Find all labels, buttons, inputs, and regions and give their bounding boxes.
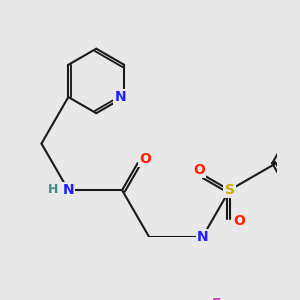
Text: S: S xyxy=(224,183,235,197)
Text: N: N xyxy=(62,183,74,197)
Text: O: O xyxy=(193,163,205,177)
Text: N: N xyxy=(197,230,208,244)
Text: H: H xyxy=(47,183,58,196)
Text: O: O xyxy=(233,214,245,228)
Text: F: F xyxy=(211,297,221,300)
Text: N: N xyxy=(115,90,126,104)
Text: O: O xyxy=(140,152,152,166)
